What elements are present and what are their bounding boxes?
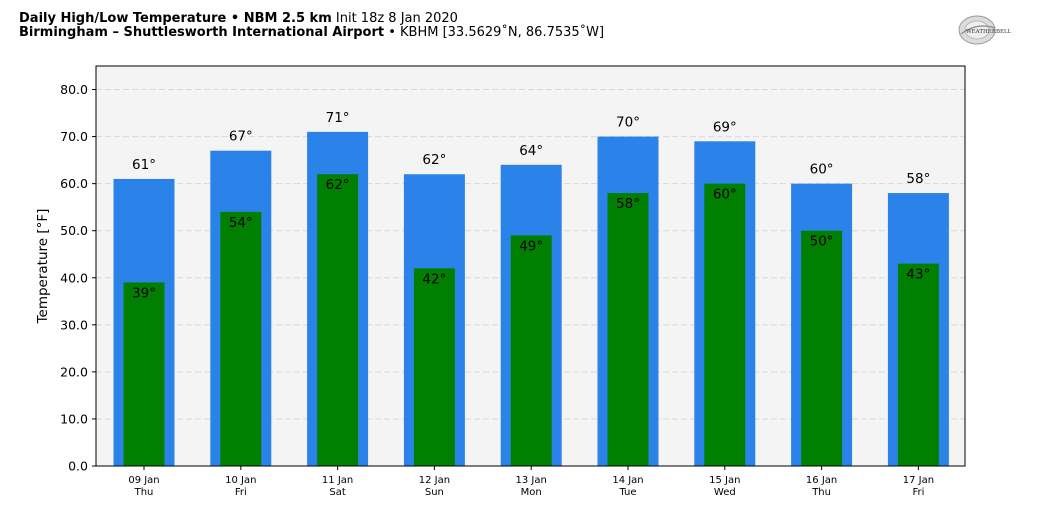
y-tick-label: 60.0 [60,176,88,191]
x-tick-weekday: Mon [521,487,542,498]
low-temp-label: 60° [713,187,737,203]
low-temp-bar [413,268,455,466]
low-temp-label: 43° [906,267,930,283]
x-tick-date: 17 Jan [903,475,934,486]
x-tick-weekday: Sun [425,487,444,498]
plot-frame [95,65,966,467]
y-tick-label: 0.0 [68,459,88,474]
high-temp-label: 71° [326,110,350,126]
low-temp-bar [510,235,552,466]
high-temp-label: 70° [616,115,640,131]
low-temp-bar [607,193,649,466]
x-tick-date: 16 Jan [806,475,837,486]
low-temp-bar [317,174,359,466]
low-temp-label: 50° [810,234,834,250]
high-temp-label: 67° [229,129,253,145]
y-tick-label: 80.0 [60,82,88,97]
low-temp-bar [220,211,262,466]
low-temp-label: 62° [326,177,350,193]
y-tick-label: 30.0 [60,317,88,332]
chart-title-bold: Daily High/Low Temperature • NBM 2.5 km [19,11,332,26]
high-temp-label: 64° [519,143,543,159]
x-tick-date: 09 Jan [128,475,159,486]
y-tick-label: 10.0 [60,411,88,426]
y-tick-label: 40.0 [60,270,88,285]
low-temp-label: 58° [616,196,640,212]
x-tick-date: 12 Jan [419,475,450,486]
chart-init-time: Init 18z 8 Jan 2020 [331,11,458,26]
x-tick-weekday: Thu [811,487,831,498]
low-temp-label: 42° [422,271,446,287]
high-temp-label: 61° [132,157,156,173]
x-tick-date: 14 Jan [612,475,643,486]
chart-subtitle: Birmingham – Shuttlesworth International… [19,23,604,40]
high-temp-label: 69° [713,119,737,135]
x-tick-date: 15 Jan [709,475,740,486]
low-temp-bar [897,263,939,466]
x-tick-weekday: Wed [714,487,736,498]
x-tick-weekday: Fri [912,487,924,498]
y-tick-label: 20.0 [60,364,88,379]
station-name: Birmingham – Shuttlesworth International… [19,25,385,40]
y-tick-label: 70.0 [60,129,88,144]
low-temp-bar [704,183,746,466]
x-tick-date: 11 Jan [322,475,353,486]
chart-title: Daily High/Low Temperature • NBM 2.5 km … [19,9,458,26]
x-tick-weekday: Thu [134,487,154,498]
high-temp-label: 58° [906,171,930,187]
y-tick-label: 50.0 [60,223,88,238]
low-temp-bar [801,230,843,466]
y-axis-label: Temperature [°F] [35,209,51,325]
high-temp-label: 62° [422,152,446,168]
x-tick-date: 10 Jan [225,475,256,486]
station-location: • KBHM [33.5629˚N, 86.7535˚W] [384,25,605,40]
weatherbell-logo: WEATHERBELL [958,15,1012,45]
x-tick-weekday: Tue [618,487,636,498]
logo-text: WEATHERBELL [966,29,1012,35]
x-tick-date: 13 Jan [516,475,547,486]
low-temp-bar [123,282,165,466]
low-temp-label: 49° [519,238,543,254]
low-temp-label: 54° [229,215,253,231]
x-tick-weekday: Fri [235,487,247,498]
low-temp-label: 39° [132,285,156,301]
high-temp-label: 60° [810,162,834,178]
x-tick-weekday: Sat [329,487,345,498]
